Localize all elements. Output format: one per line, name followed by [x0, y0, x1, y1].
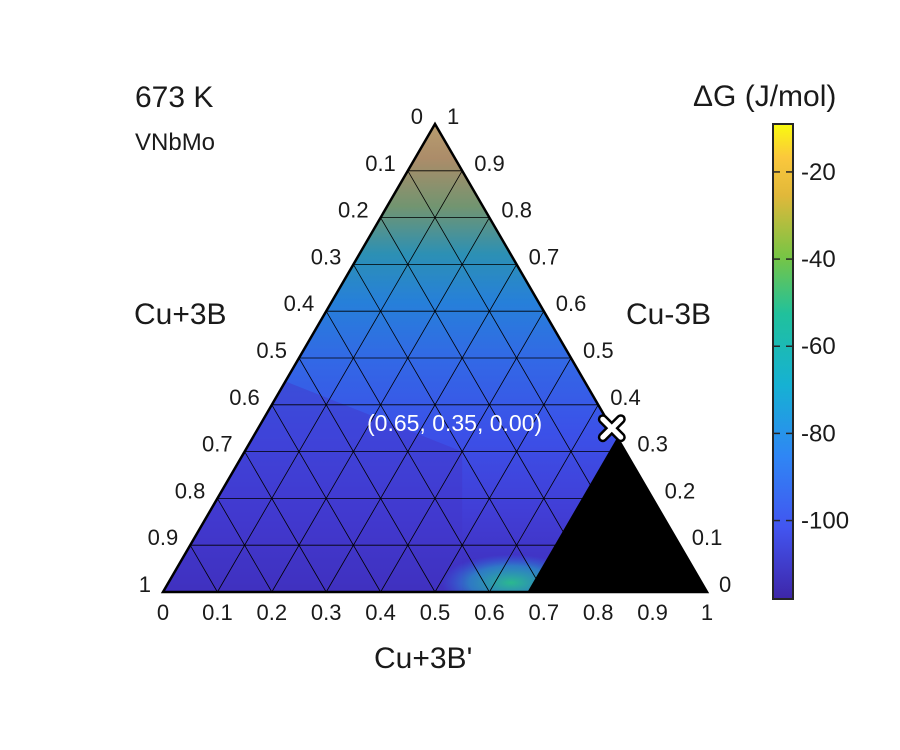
grid-line — [271, 404, 381, 593]
triangle-outline — [160, 121, 710, 594]
tick-label-bottom: 0.9 — [637, 600, 668, 625]
tick-label-bottom: 0.3 — [311, 600, 342, 625]
ternary-grid — [189, 170, 681, 593]
field-low-region — [163, 381, 463, 592]
grid-line — [217, 170, 463, 593]
marker — [597, 414, 626, 443]
system-label: VNbMo — [135, 129, 215, 156]
tick-label-left: 1 — [139, 572, 151, 597]
vertex-label-bottom: Cu+3B' — [374, 642, 472, 675]
colorbar-ticks: -20 -40 -60 -80 -100 — [773, 159, 849, 535]
ternary-tick-labels: 0 0 0 0.1 0.1 0.1 0.2 0.2 0.2 0.3 0.3 0.3 0.4 0.4 0.4 0… — [139, 104, 732, 625]
colorbar-tick-label: -60 — [801, 333, 836, 360]
tick-label-bottom: 1 — [701, 600, 713, 625]
colorbar-tick-label: -80 — [801, 420, 836, 447]
colorbar — [772, 123, 794, 600]
tick-label-left: 0.6 — [229, 385, 260, 410]
vertex-label-left: Cu+3B — [134, 298, 227, 331]
tick-label-left: 0.9 — [148, 525, 179, 550]
tick-label-bottom: 0 — [157, 600, 169, 625]
colorbar-tick-label: -20 — [801, 159, 836, 186]
tick-label-left: 0.2 — [338, 198, 369, 223]
tick-label-bottom: 0.7 — [529, 600, 560, 625]
grid-line — [325, 264, 517, 593]
forbidden-region — [527, 437, 707, 592]
colorbar-tick-label: -100 — [801, 508, 849, 535]
grid-line — [353, 264, 545, 593]
tick-label-bottom: 0.8 — [583, 600, 614, 625]
tick-label-right: 0 — [719, 572, 731, 597]
marker-label: (0.65, 0.35, 0.00) — [367, 410, 542, 436]
tick-label-right: 0.8 — [501, 198, 532, 223]
tick-label-right: 0.6 — [556, 291, 587, 316]
tick-label-left: 0 — [411, 104, 423, 129]
tick-label-left: 0.4 — [284, 291, 315, 316]
temperature-label: 673 K — [135, 81, 213, 114]
tick-label-left: 0.1 — [365, 151, 396, 176]
ternary-outline — [160, 121, 710, 594]
vertex-label-right: Cu-3B — [626, 298, 711, 331]
tick-label-left: 0.8 — [175, 478, 206, 503]
tick-label-right: 0.3 — [637, 432, 668, 457]
grid-line — [244, 451, 327, 593]
tick-label-right: 0.1 — [692, 525, 723, 550]
grid-line — [434, 357, 572, 593]
marker-symbol — [600, 416, 624, 440]
forbidden-region-fill — [527, 437, 707, 592]
grid-line — [325, 310, 490, 593]
grid-line — [217, 498, 273, 593]
tick-label-bottom: 0.4 — [365, 600, 396, 625]
tick-label-bottom: 0.2 — [257, 600, 288, 625]
colorbar-title: ΔG (J/mol) — [693, 80, 836, 113]
tick-label-bottom: 0.5 — [420, 600, 451, 625]
grid-line — [298, 357, 436, 593]
tick-label-right: 0.5 — [583, 338, 614, 363]
tick-label-bottom: 0.1 — [202, 600, 233, 625]
tick-label-left: 0.5 — [256, 338, 287, 363]
tick-label-right: 1 — [447, 104, 459, 129]
tick-label-right: 0.2 — [665, 478, 696, 503]
tick-label-right: 0.7 — [529, 244, 560, 269]
grid-line — [189, 544, 218, 593]
tick-label-bottom: 0.6 — [474, 600, 505, 625]
tick-label-right: 0.4 — [610, 385, 641, 410]
tick-label-left: 0.3 — [311, 244, 342, 269]
grid-line — [380, 217, 599, 593]
tick-label-left: 0.7 — [202, 432, 233, 457]
colorbar-tick-label: -40 — [801, 246, 836, 273]
tick-label-right: 0.9 — [474, 151, 505, 176]
